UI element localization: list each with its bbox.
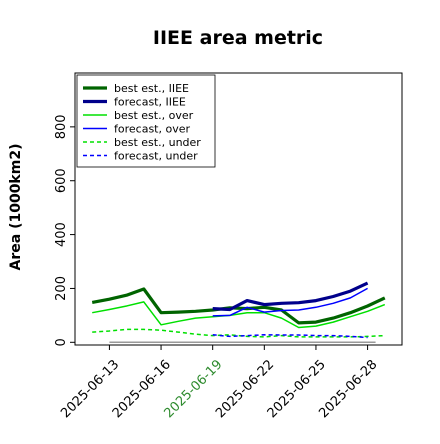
y-axis-label: Area (1000km2) [8, 144, 24, 271]
y-tick-label: 0 [54, 338, 69, 346]
series-line-1 [212, 281, 369, 312]
legend-label-0: best est., IIEE [114, 82, 189, 95]
legend-box [76, 74, 216, 168]
plot-layer [91, 281, 386, 344]
legend-label-5: forecast, under [114, 150, 198, 163]
legend-label-3: forecast, over [114, 123, 190, 136]
series-line-3 [212, 287, 368, 317]
legend-label-2: best est., over [114, 109, 194, 122]
series-line-5 [212, 334, 368, 339]
plot-frame [74, 72, 403, 346]
series-line-2 [92, 301, 386, 329]
y-tick-label: 400 [54, 222, 69, 247]
y-tick-label: 800 [54, 114, 69, 139]
legend-label-4: best est., under [114, 136, 201, 149]
legend-label-1: forecast, IIEE [114, 96, 186, 109]
y-tick-label: 600 [54, 168, 69, 193]
chart-title: IIEE area metric [153, 27, 323, 49]
y-tick-label: 200 [54, 276, 69, 301]
series-line-0 [91, 287, 386, 325]
